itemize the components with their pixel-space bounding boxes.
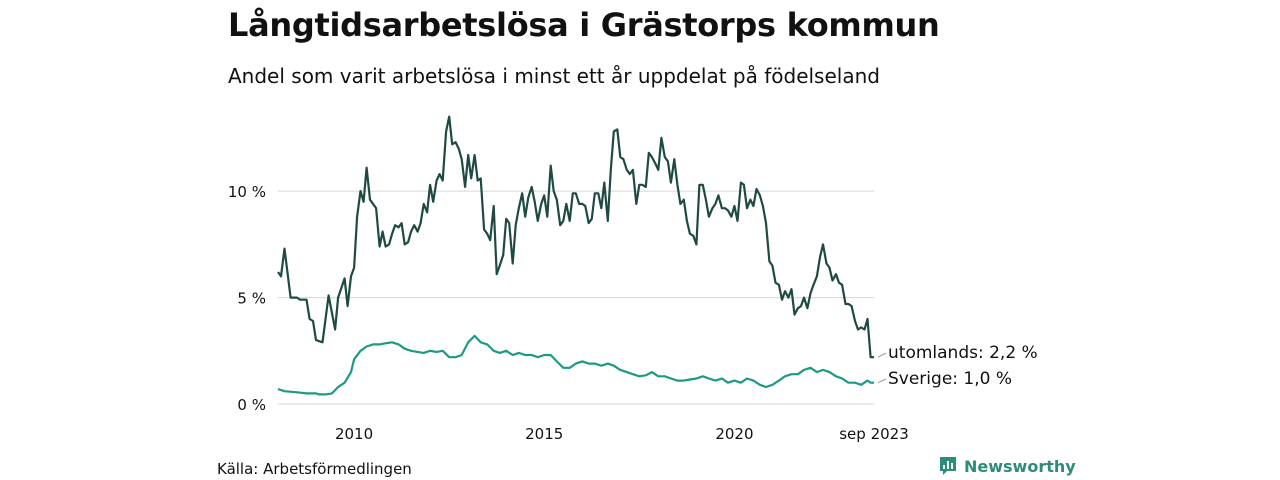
newsworthy-icon bbox=[940, 457, 956, 475]
end-label-utomlands: utomlands: 2,2 % bbox=[888, 343, 1038, 363]
x-axis-labels: 2010 2015 2020 sep 2023 bbox=[335, 425, 909, 443]
series-line-utomlands bbox=[277, 115, 874, 359]
end-label-leader-utomlands bbox=[877, 352, 887, 358]
end-labels: utomlands: 2,2 % Sverige: 1,0 % bbox=[877, 343, 1038, 389]
chart-subtitle: Andel som varit arbetslösa i minst ett å… bbox=[228, 64, 880, 88]
y-tick-label: 10 % bbox=[228, 183, 266, 201]
series-line-Sverige bbox=[277, 334, 874, 396]
y-tick-label: 5 % bbox=[237, 290, 266, 308]
x-tick-label: 2010 bbox=[335, 425, 373, 443]
end-label-leader-Sverige bbox=[877, 378, 887, 384]
series-lines bbox=[277, 115, 874, 396]
y-tick-label: 0 % bbox=[237, 396, 266, 414]
x-tick-label: 2015 bbox=[525, 425, 563, 443]
chart-title: Långtidsarbetslösa i Grästorps kommun bbox=[228, 6, 940, 44]
y-axis-labels: 0 % 5 % 10 % bbox=[228, 183, 266, 414]
newsworthy-logo: Newsworthy bbox=[938, 456, 1076, 476]
source-note: Källa: Arbetsförmedlingen bbox=[217, 460, 412, 478]
end-label-Sverige: Sverige: 1,0 % bbox=[888, 369, 1012, 389]
x-tick-label: 2020 bbox=[715, 425, 753, 443]
x-tick-label: sep 2023 bbox=[839, 425, 909, 443]
brand-name: Newsworthy bbox=[964, 456, 1076, 476]
grid-lines bbox=[278, 190, 874, 405]
